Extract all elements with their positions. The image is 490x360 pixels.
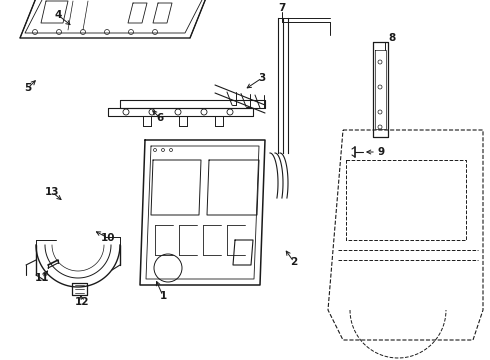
- Text: 1: 1: [159, 291, 167, 301]
- Text: 9: 9: [378, 147, 385, 157]
- Text: 10: 10: [101, 233, 115, 243]
- Text: 12: 12: [75, 297, 89, 307]
- Text: 3: 3: [258, 73, 266, 83]
- Text: 6: 6: [156, 113, 164, 123]
- Text: 11: 11: [35, 273, 49, 283]
- Text: 5: 5: [24, 83, 32, 93]
- Text: 4: 4: [54, 10, 62, 20]
- Text: 13: 13: [45, 187, 59, 197]
- Text: 2: 2: [291, 257, 297, 267]
- Text: 7: 7: [278, 3, 286, 13]
- Text: 8: 8: [389, 33, 395, 43]
